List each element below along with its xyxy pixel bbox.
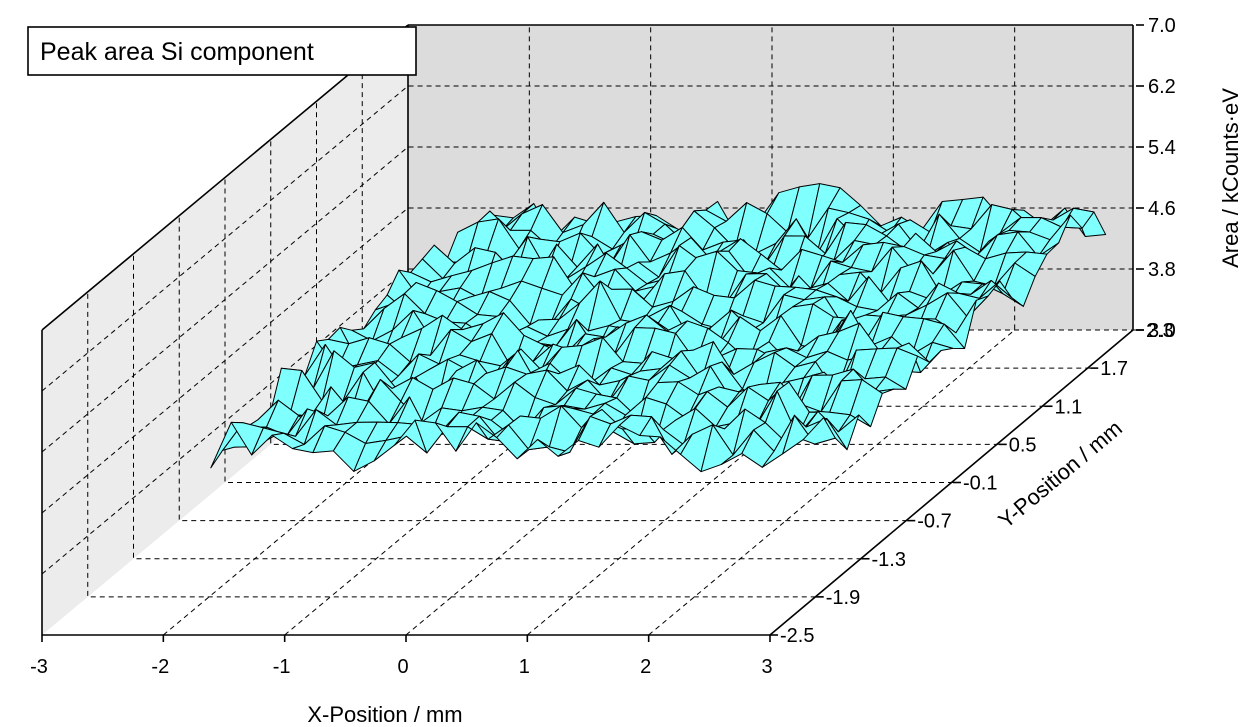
y-grid-line: [133, 253, 862, 560]
y-axis-title: Y-Position / mm: [993, 415, 1126, 533]
z-tick-label: 3.0: [1148, 320, 1176, 342]
x-tick-label: -2: [151, 656, 169, 678]
z-axis-title: Area / kCounts·eV: [1218, 88, 1243, 268]
x-grid-line: [405, 25, 773, 636]
y-tick-label: 1.7: [1100, 358, 1128, 380]
x-tick-label: 0: [397, 656, 408, 678]
y-tick-label: 0.5: [1009, 434, 1037, 456]
surface-facet: [802, 417, 836, 445]
y-tick-label: -1.9: [826, 587, 860, 609]
y-tick-label: 1.1: [1055, 396, 1083, 418]
x-tick-label: 3: [761, 656, 772, 678]
y-tick-label: -1.3: [872, 549, 906, 571]
axis-ticks: -3 -2 -1 0 1 2 3 -2.5 -1.9 -1.3 -0.7 -0.1 0.5 1.1 1.7 2…: [30, 15, 1176, 678]
x-grid-line: [163, 25, 530, 636]
y-grid-line: [270, 139, 999, 445]
z-tick-label: 7.0: [1148, 15, 1176, 37]
z-tick-label: 3.8: [1148, 259, 1176, 281]
chart-title: Peak area Si component: [40, 38, 314, 66]
y-tick-label: 2.3: [1146, 320, 1174, 342]
y-grid-line: [361, 63, 1091, 369]
y-tick-label: -0.7: [917, 511, 951, 533]
x-tick-label: 2: [640, 656, 651, 678]
x-axis-title: X-Position / mm: [307, 702, 462, 727]
z-tick-label: 5.4: [1148, 137, 1176, 159]
x-tick-label: -1: [273, 656, 291, 678]
y-tick-label: -2.5: [780, 625, 814, 647]
y-grid-line: [178, 215, 908, 522]
x-grid-line: [648, 25, 1016, 636]
x-tick-label: -3: [30, 656, 48, 678]
x-grid-line: [284, 25, 652, 636]
x-tick-label: 1: [519, 656, 530, 678]
y-grid-line: [224, 177, 953, 483]
z-tick-label: 6.2: [1148, 76, 1176, 98]
title-box: Peak area Si component: [27, 26, 417, 76]
y-grid-line: [316, 101, 1045, 407]
z-tick-label: 4.6: [1148, 198, 1176, 220]
x-grid-line: [527, 25, 894, 636]
y-grid-line: [87, 291, 816, 598]
y-tick-label: -0.1: [963, 473, 997, 495]
surface-mesh: [210, 183, 1107, 473]
